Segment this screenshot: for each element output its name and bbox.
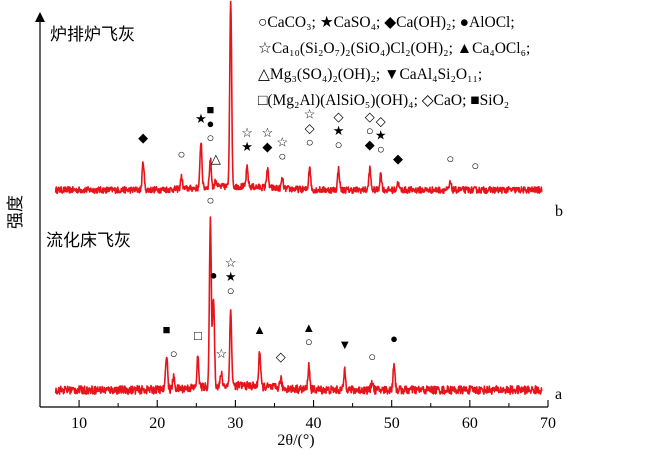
phase-marker: ○ xyxy=(366,123,374,138)
x-axis-label: 2θ/(°) xyxy=(277,432,314,449)
phase-marker: ☆ xyxy=(276,135,288,150)
phase-marker: ◇ xyxy=(376,114,386,129)
x-tick-label: 40 xyxy=(306,415,322,432)
phase-marker: ○ xyxy=(335,137,343,152)
phase-marker: ○ xyxy=(471,158,479,173)
x-tick-label: 30 xyxy=(227,415,243,432)
phase-marker: ○ xyxy=(206,193,214,208)
phase-marker: ■ xyxy=(163,322,171,337)
x-axis-ticks: 10 20 30 40 50 60 70 xyxy=(39,400,556,432)
pattern-line-a xyxy=(54,216,543,395)
y-axis-label: 强度 xyxy=(6,195,26,229)
legend-line-4: □(Mg₂Al)(AlSiO₅)(OH)₄; ◇CaO; ■SiO₂ xyxy=(258,92,509,109)
phase-marker: ○ xyxy=(206,130,214,145)
phase-marker: □ xyxy=(194,328,202,343)
phase-marker: ○ xyxy=(305,334,313,349)
phase-marker: ● xyxy=(210,267,218,282)
phase-marker: ☆ xyxy=(262,125,274,140)
legend-line-1: ○CaCO₃; ★CaSO₄; ◆Ca(OH)₂; ●AlOCl; xyxy=(258,14,515,31)
legend-line-2: ☆Ca₁₀(Si₂O₇)₂(SiO₄)Cl₂(OH)₂; ▲Ca₄OCl₆; xyxy=(258,40,530,57)
phase-marker: ◆ xyxy=(393,151,403,166)
phase-marker: ○ xyxy=(306,135,314,150)
phase-marker: ☆ xyxy=(241,125,253,140)
pattern-curves xyxy=(54,0,543,395)
phase-marker: ● xyxy=(390,331,398,346)
phase-marker: ○ xyxy=(278,149,286,164)
phase-marker: ☆ xyxy=(215,346,227,361)
phase-marker: ○ xyxy=(368,349,376,364)
phase-marker: ◇ xyxy=(305,121,315,136)
x-tick-label: 50 xyxy=(384,415,400,432)
phase-marker: ● xyxy=(206,116,214,131)
y-axis-arrow xyxy=(35,12,45,22)
phase-marker: ▲ xyxy=(302,320,315,335)
axes-frame xyxy=(35,12,548,408)
x-tick-label: 70 xyxy=(540,415,556,432)
phase-marker: ◇ xyxy=(276,349,286,364)
phase-marker: ☆ xyxy=(225,255,237,270)
phase-marker: ▼ xyxy=(338,337,351,352)
phase-markers: ◆○★■●○△☆○☆★☆◆☆○☆◇○◇★○◇○◆◇★○◆○○■○□○●☆☆★○▲… xyxy=(138,102,479,364)
series-name-b: 炉排炉飞灰 xyxy=(50,25,135,45)
x-tick-label: 20 xyxy=(149,415,165,432)
phase-marker: ○ xyxy=(170,346,178,361)
pattern-line-b xyxy=(54,0,543,195)
series-label-b: b xyxy=(555,203,563,220)
phase-marker: ★ xyxy=(225,269,237,284)
phase-marker: ◆ xyxy=(262,139,272,154)
phase-marker: ▲ xyxy=(253,322,266,337)
phase-marker: ★ xyxy=(375,128,387,143)
x-tick-label: 10 xyxy=(71,415,87,432)
phase-marker: ◆ xyxy=(365,137,375,152)
legend-line-3: △Mg₃(SO₄)₂(OH)₂; ▼CaAl₄Si₂O₁₁; xyxy=(258,66,482,83)
phase-marker: ★ xyxy=(241,139,253,154)
phase-marker: ■ xyxy=(206,102,214,117)
phase-marker: ★ xyxy=(333,123,345,138)
phase-marker: △ xyxy=(211,151,221,166)
phase-marker: ◇ xyxy=(334,109,344,124)
phase-marker: ○ xyxy=(377,142,385,157)
phase-marker: ★ xyxy=(195,111,207,126)
phase-marker: ☆ xyxy=(304,107,316,122)
phase-marker: ◆ xyxy=(138,130,148,145)
phase-marker: ○ xyxy=(227,283,235,298)
phase-marker: ○ xyxy=(446,151,454,166)
phase-marker: ◇ xyxy=(365,109,375,124)
x-tick-label: 60 xyxy=(462,415,478,432)
series-label-a: a xyxy=(555,386,562,403)
phase-marker: ○ xyxy=(178,146,186,161)
series-name-a: 流化床飞灰 xyxy=(46,231,131,251)
